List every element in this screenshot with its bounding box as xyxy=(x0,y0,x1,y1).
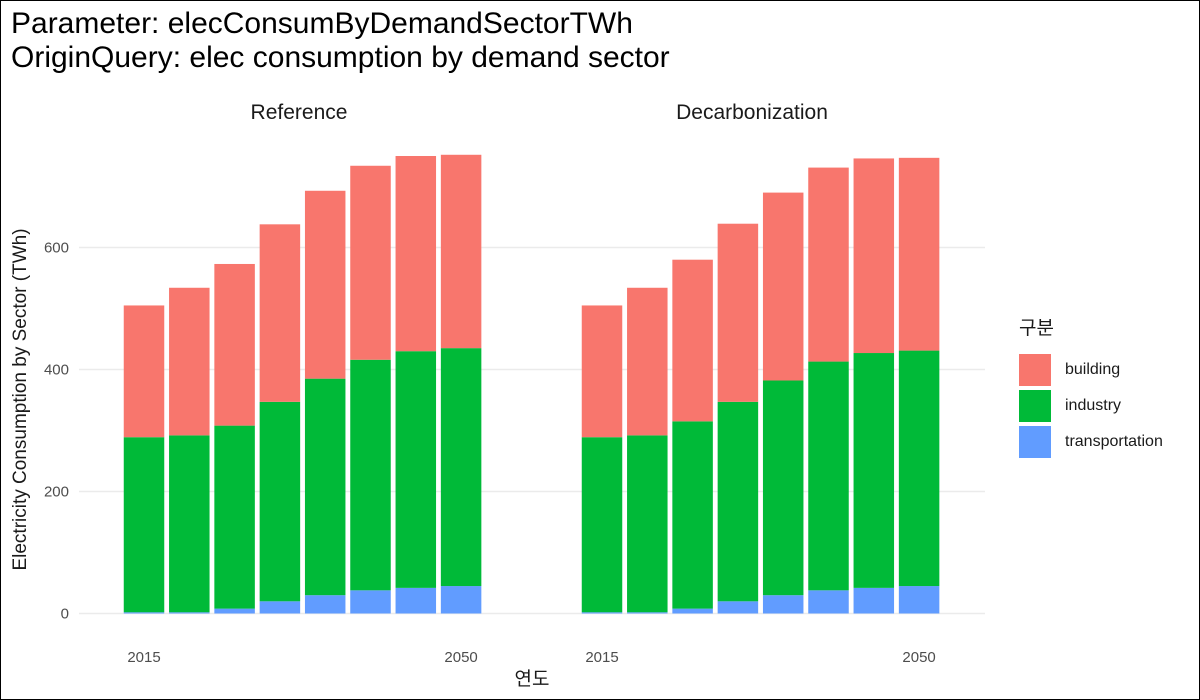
legend-key-industry xyxy=(1019,390,1051,422)
legend: 구분 building industry transportation xyxy=(1019,313,1163,460)
plot-title: Parameter: elecConsumByDemandSectorTWh O… xyxy=(11,7,670,75)
bar-building-2030 xyxy=(717,223,759,402)
bar-building-2020 xyxy=(169,287,210,436)
bar-building-2030 xyxy=(259,224,301,402)
x-tick-label: 2050 xyxy=(444,649,477,666)
bar-industry-2040 xyxy=(808,361,849,591)
x-tick-label: 2015 xyxy=(585,649,618,666)
bar-transportation-2030 xyxy=(259,601,301,614)
bar-transportation-2045 xyxy=(853,587,895,614)
title-line-2: OriginQuery: elec consumption by demand … xyxy=(11,41,670,74)
y-tick-label: 400 xyxy=(44,362,69,379)
bar-industry-2030 xyxy=(717,401,759,602)
legend-label-building: building xyxy=(1065,361,1121,378)
bar-industry-2040 xyxy=(350,359,391,591)
bar-transportation-2020 xyxy=(169,612,210,614)
bar-building-2050 xyxy=(898,157,940,351)
facet-label: Reference xyxy=(251,101,348,124)
bar-transportation-2035 xyxy=(304,595,346,614)
legend-label-industry: industry xyxy=(1065,397,1122,414)
bar-transportation-2050 xyxy=(898,586,940,614)
bar-industry-2045 xyxy=(395,351,437,588)
panel-reference: Reference 2015 2050 xyxy=(79,101,535,666)
bar-transportation-2030 xyxy=(717,601,759,614)
bar-building-2025 xyxy=(672,259,713,422)
bar-building-2040 xyxy=(808,167,849,362)
bar-transportation-2025 xyxy=(672,608,713,614)
bar-industry-2035 xyxy=(304,378,346,596)
bar-industry-2020 xyxy=(627,435,668,613)
title-line-1: Parameter: elecConsumByDemandSectorTWh xyxy=(11,7,633,40)
bar-transportation-2040 xyxy=(350,590,391,614)
legend-item-transportation: transportation xyxy=(1019,424,1163,460)
bar-building-2035 xyxy=(304,190,346,379)
bar-industry-2050 xyxy=(440,348,482,587)
bar-industry-2050 xyxy=(898,350,940,587)
bar-transportation-2015 xyxy=(581,612,623,614)
bar-industry-2045 xyxy=(853,353,895,588)
bar-building-2045 xyxy=(395,156,437,352)
bar-industry-2025 xyxy=(672,421,713,609)
legend-item-building: building xyxy=(1019,352,1163,388)
bar-building-2025 xyxy=(214,263,255,426)
bar-transportation-2050 xyxy=(440,586,482,614)
facet-label: Decarbonization xyxy=(676,101,828,124)
x-axis-title: 연도 xyxy=(515,668,550,690)
y-tick-label: 600 xyxy=(44,240,69,257)
x-tick-label: 2015 xyxy=(127,649,160,666)
bar-industry-2030 xyxy=(259,401,301,602)
bar-transportation-2025 xyxy=(214,608,255,614)
bar-industry-2015 xyxy=(123,437,165,613)
legend-label-transportation: transportation xyxy=(1065,433,1163,450)
bar-building-2040 xyxy=(350,165,391,360)
bar-building-2015 xyxy=(123,305,165,438)
bar-building-2045 xyxy=(853,158,895,354)
bar-transportation-2045 xyxy=(395,587,437,614)
bar-transportation-2035 xyxy=(762,595,804,614)
y-axis-title: Electricity Consumption by Sector (TWh) xyxy=(10,228,31,570)
legend-key-transportation xyxy=(1019,426,1051,458)
bar-industry-2025 xyxy=(214,425,255,609)
bar-industry-2020 xyxy=(169,435,210,613)
y-tick-label: 200 xyxy=(44,484,69,501)
legend-title: 구분 xyxy=(1019,318,1054,339)
legend-key-building xyxy=(1019,354,1051,386)
bar-transportation-2040 xyxy=(808,590,849,614)
bar-transportation-2020 xyxy=(627,612,668,614)
panel-decarbonization: Decarbonization 2015 2050 xyxy=(535,101,985,666)
bar-building-2050 xyxy=(440,154,482,349)
bar-building-2020 xyxy=(627,287,668,436)
bar-building-2035 xyxy=(762,192,804,381)
bar-industry-2015 xyxy=(581,437,623,613)
y-tick-label: 0 xyxy=(61,606,69,623)
legend-item-industry: industry xyxy=(1019,388,1163,424)
bar-building-2015 xyxy=(581,305,623,438)
x-tick-label: 2050 xyxy=(902,649,935,666)
bar-industry-2035 xyxy=(762,380,804,596)
bar-transportation-2015 xyxy=(123,612,165,614)
